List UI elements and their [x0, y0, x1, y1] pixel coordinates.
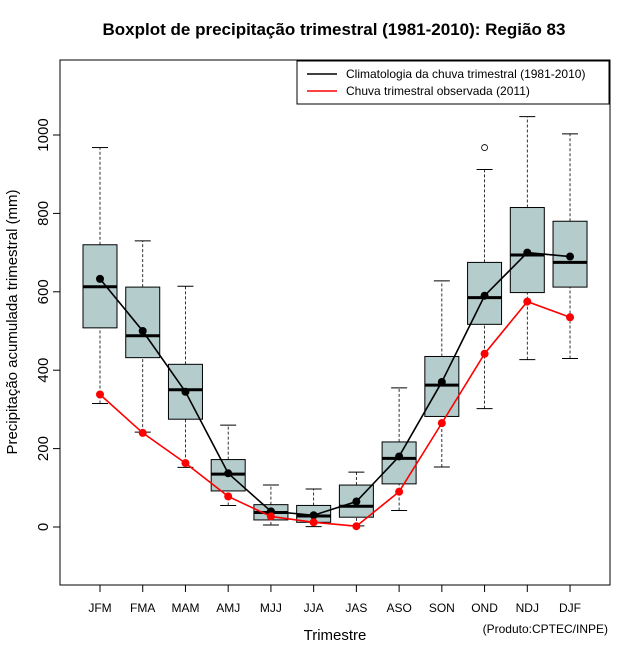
- x-tick-label-2: MAM: [171, 601, 199, 615]
- series-1-point-9: [480, 349, 489, 358]
- series-0-point-9: [480, 291, 489, 300]
- x-tick-label-11: DJF: [559, 601, 581, 615]
- series-1-point-10: [523, 297, 532, 306]
- series-1-point-8: [437, 419, 446, 428]
- series-0-point-2: [181, 387, 190, 396]
- series-0-point-7: [395, 452, 404, 461]
- series-0-point-0: [96, 274, 104, 283]
- legend: Climatologia da chuva trimestral (1981-2…: [296, 60, 610, 105]
- x-axis: JFM FMA MAM AMJ MJJ JJA JAS ASO SON OND NDJ DJF: [88, 584, 581, 615]
- series-0-point-1: [138, 327, 147, 335]
- boxes-layer: [82, 116, 588, 528]
- y-tick-label-5: 1000: [35, 118, 52, 151]
- box-jfm: [82, 147, 118, 405]
- x-tick-label-3: AMJ: [216, 601, 240, 615]
- x-tick-label-1: FMA: [130, 601, 155, 615]
- series-line-0: [99, 251, 571, 517]
- series-layer: [96, 248, 575, 531]
- series-1-point-3: [224, 492, 233, 501]
- series-1-point-11: [566, 313, 575, 322]
- box-ond: [467, 144, 503, 410]
- series-1-point-6: [352, 522, 361, 531]
- y-tick-label-2: 400: [35, 358, 52, 383]
- y-tick-label-4: 800: [35, 201, 52, 226]
- chart-title: Boxplot de precipitação trimestral (1981…: [103, 20, 566, 39]
- legend-box: [296, 60, 610, 105]
- y-tick-label-3: 600: [35, 279, 52, 304]
- series-0-point-6: [352, 497, 361, 506]
- x-tick-label-6: JAS: [345, 601, 367, 615]
- y-axis: 0 200 400 600 800 1000: [35, 118, 61, 531]
- y-axis-label: Precipitação acumulada trimestral (mm): [4, 189, 21, 454]
- x-tick-label-9: OND: [471, 601, 498, 615]
- box-body-7: [381, 441, 417, 485]
- series-1-point-1: [138, 428, 147, 437]
- product-credit: (Produto:CPTEC/INPE): [483, 622, 608, 636]
- box-ndj: [509, 116, 545, 361]
- box-aso: [381, 387, 417, 512]
- legend-label-climatology: Climatologia da chuva trimestral (1981-2…: [346, 67, 585, 81]
- series-line-1: [99, 300, 571, 528]
- series-0-point-5: [309, 511, 318, 520]
- x-tick-label-8: SON: [429, 601, 455, 615]
- series-0-point-3: [224, 469, 233, 478]
- series-1-point-5: [309, 518, 318, 527]
- box-djf: [552, 133, 588, 359]
- box-fma: [125, 240, 161, 433]
- series-1-point-7: [395, 487, 404, 496]
- series-0-point-8: [437, 377, 446, 386]
- series-0-point-11: [566, 252, 575, 261]
- series-0-point-10: [523, 248, 532, 257]
- x-axis-label: Trimestre: [304, 627, 367, 644]
- series-1-point-2: [181, 459, 190, 468]
- outlier-9-0: [481, 144, 488, 151]
- legend-label-observed: Chuva trimestral observada (2011): [346, 84, 530, 98]
- y-tick-label-0: 0: [35, 523, 52, 531]
- x-tick-label-5: JJA: [304, 601, 324, 615]
- x-tick-label-7: ASO: [386, 601, 411, 615]
- y-tick-label-1: 200: [35, 436, 52, 461]
- x-tick-label-10: NDJ: [516, 601, 539, 615]
- x-tick-label-4: MJJ: [260, 601, 282, 615]
- series-1-point-0: [96, 390, 104, 399]
- box-son: [424, 280, 460, 468]
- x-tick-label-0: JFM: [88, 601, 111, 615]
- box-mam: [167, 285, 203, 468]
- series-1-point-4: [266, 512, 275, 521]
